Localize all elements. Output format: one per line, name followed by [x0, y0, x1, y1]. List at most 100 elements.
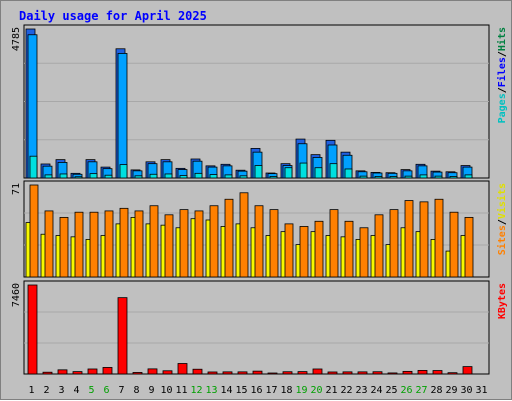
bar-sites-day-24	[374, 214, 384, 278]
bar-kbytes-day-27	[417, 370, 428, 375]
bar-kbytes-day-5	[87, 368, 98, 375]
x-tick-label-day-23: 23	[355, 385, 367, 396]
x-tick-label-day-24: 24	[370, 385, 382, 396]
bar-sites-day-14	[224, 198, 234, 278]
bar-kbytes-day-15	[237, 371, 248, 375]
bar-pages-day-6	[104, 174, 113, 179]
bar-pages-day-10	[164, 173, 173, 179]
bar-pages-day-23	[359, 175, 368, 179]
bar-sites-day-1	[29, 184, 39, 278]
y-max-label-visits: 71	[11, 183, 22, 195]
bar-kbytes-day-18	[282, 371, 293, 375]
bar-pages-day-30	[464, 174, 473, 179]
y-max-label-hits: 4785	[11, 27, 22, 51]
x-tick-label-day-28: 28	[430, 385, 442, 396]
bar-sites-day-17	[269, 209, 279, 278]
bar-sites-day-3	[59, 216, 69, 278]
bar-kbytes-day-6	[102, 367, 113, 375]
x-tick-label-day-17: 17	[265, 385, 277, 396]
bar-sites-day-9	[149, 205, 159, 278]
legend-entry: KBytes	[497, 283, 508, 319]
x-tick-label-day-19: 19	[295, 385, 307, 396]
bar-sites-day-15	[239, 192, 249, 278]
x-tick-label-day-14: 14	[220, 385, 232, 396]
x-tick-label-day-13: 13	[205, 385, 217, 396]
bar-kbytes-day-26	[402, 370, 413, 375]
legend-hits: Pages/Files/Hits	[496, 27, 508, 123]
bar-sites-day-21	[329, 209, 339, 278]
x-tick-label-day-9: 9	[148, 385, 154, 396]
bar-pages-day-5	[89, 173, 98, 179]
x-tick-label-day-31: 31	[475, 385, 487, 396]
x-tick-label-day-16: 16	[250, 385, 262, 396]
x-tick-label-day-5: 5	[88, 385, 94, 396]
bar-pages-day-3	[59, 173, 68, 179]
bar-kbytes-day-12	[192, 368, 203, 375]
bar-pages-day-21	[329, 163, 338, 179]
x-tick-label-day-4: 4	[73, 385, 79, 396]
bar-sites-day-8	[134, 210, 144, 278]
legend-kbytes: KBytes	[497, 283, 508, 319]
bar-sites-day-4	[74, 211, 84, 278]
bar-kbytes-day-22	[342, 371, 353, 375]
bar-kbytes-day-7	[117, 297, 128, 375]
bar-pages-day-14	[224, 174, 233, 179]
bar-pages-day-1	[29, 155, 38, 179]
x-tick-label-day-22: 22	[340, 385, 352, 396]
bar-pages-day-22	[344, 168, 353, 179]
x-tick-label-day-1: 1	[28, 385, 34, 396]
bar-pages-day-2	[44, 174, 53, 179]
bar-pages-day-9	[149, 173, 158, 179]
bar-pages-day-26	[404, 175, 413, 179]
bar-kbytes-day-1	[27, 284, 38, 375]
bar-pages-day-16	[254, 165, 263, 179]
bar-kbytes-day-2	[42, 371, 53, 375]
bar-sites-day-7	[119, 207, 129, 278]
bar-sites-day-6	[104, 210, 114, 278]
bar-pages-day-12	[194, 172, 203, 179]
bar-pages-day-7	[119, 164, 128, 179]
bar-pages-day-24	[374, 176, 383, 179]
bar-sites-day-16	[254, 205, 264, 278]
bar-kbytes-day-19	[297, 371, 308, 375]
bar-sites-day-2	[44, 210, 54, 278]
bar-sites-day-11	[179, 209, 189, 278]
bar-kbytes-day-4	[72, 371, 83, 375]
bar-kbytes-day-3	[57, 369, 68, 375]
x-tick-label-day-20: 20	[310, 385, 322, 396]
bar-pages-day-15	[239, 175, 248, 179]
bar-pages-day-27	[419, 174, 428, 179]
bar-pages-day-28	[434, 175, 443, 179]
bar-sites-day-23	[359, 227, 369, 278]
bar-kbytes-day-14	[222, 371, 233, 375]
legend-entry: /	[497, 219, 508, 225]
bar-pages-day-20	[314, 167, 323, 179]
x-tick-label-day-3: 3	[58, 385, 64, 396]
legend-entry: Hits	[496, 27, 508, 51]
legend-entry: /	[497, 87, 508, 93]
x-tick-label-day-12: 12	[190, 385, 202, 396]
x-tick-label-day-6: 6	[103, 385, 109, 396]
bar-pages-day-13	[209, 174, 218, 179]
bar-kbytes-day-21	[327, 371, 338, 375]
x-tick-label-day-2: 2	[43, 385, 49, 396]
bar-kbytes-day-29	[447, 372, 458, 375]
bar-pages-day-18	[284, 167, 293, 179]
bar-pages-day-8	[134, 175, 143, 179]
x-tick-label-day-21: 21	[325, 385, 337, 396]
bar-sites-day-25	[389, 209, 399, 278]
bar-pages-day-4	[74, 176, 83, 179]
bar-pages-day-25	[389, 176, 398, 179]
bar-pages-day-11	[179, 175, 188, 179]
bar-kbytes-day-10	[162, 370, 173, 375]
bar-sites-day-28	[434, 198, 444, 278]
x-tick-label-day-29: 29	[445, 385, 457, 396]
y-max-label-kbytes: 7460	[11, 283, 22, 307]
bar-kbytes-day-16	[252, 370, 263, 375]
x-tick-label-day-10: 10	[160, 385, 172, 396]
chart-title: Daily usage for April 2025	[19, 9, 207, 23]
bar-sites-day-13	[209, 205, 219, 278]
legend-entry: Visits	[496, 183, 508, 219]
bar-sites-day-29	[449, 211, 459, 278]
